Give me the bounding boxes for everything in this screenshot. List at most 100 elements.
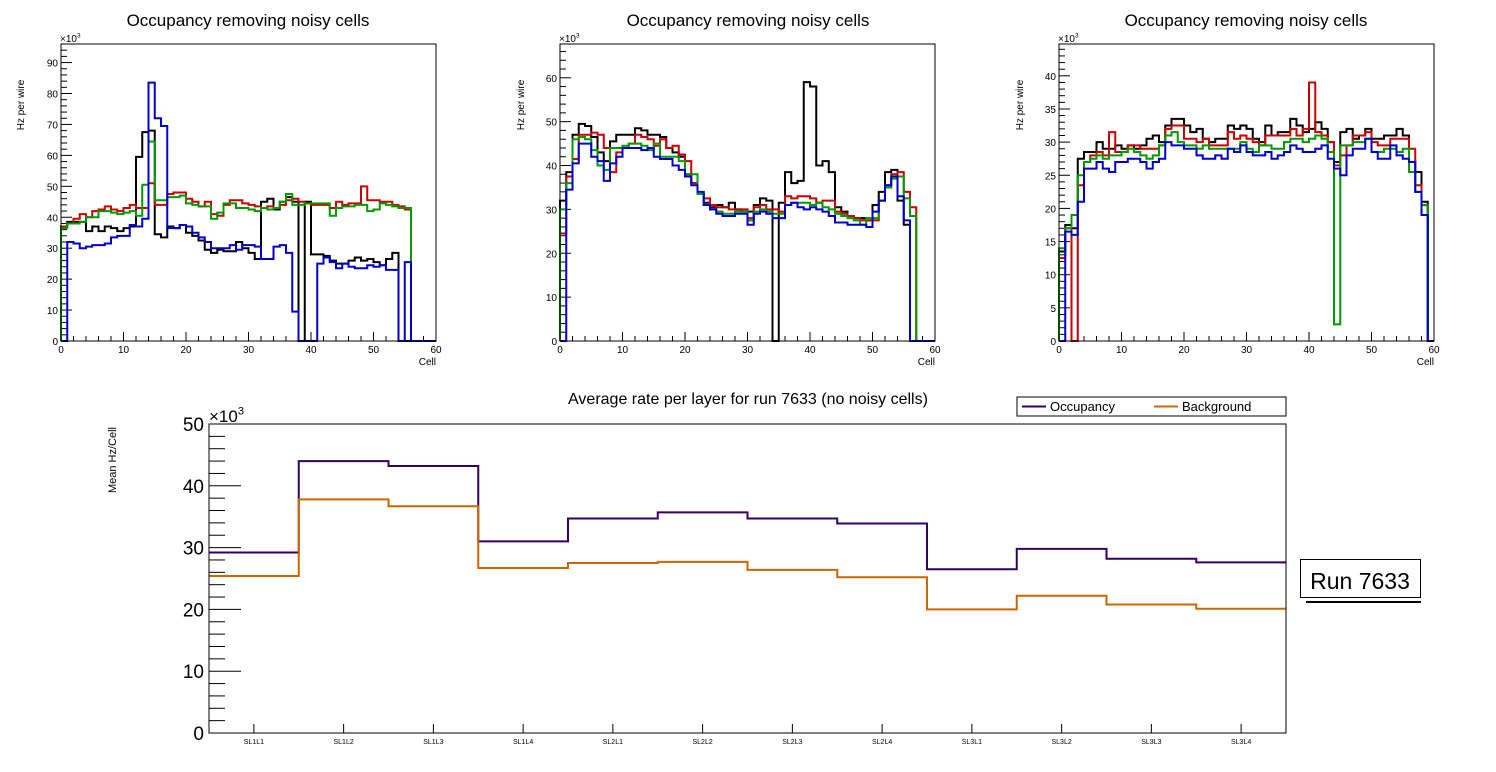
x-tick-label: 40: [305, 345, 317, 356]
x-tick-label: SL2L3: [782, 739, 802, 746]
series-background: [209, 498, 1286, 611]
y-tick-label: 20: [47, 275, 59, 286]
y-tick-label: 10: [183, 662, 204, 683]
y-tick-label: 20: [546, 249, 558, 260]
x-tick-label: 0: [58, 345, 64, 356]
x-axis-label: Cell: [1417, 357, 1434, 368]
x-tick-label: SL1L2: [334, 739, 354, 746]
x-tick-label: SL2L2: [693, 739, 713, 746]
y-tick-label: 60: [546, 74, 558, 85]
series-group: [559, 81, 935, 342]
y-tick-label: 50: [47, 182, 59, 193]
x-tick-label: 10: [118, 345, 130, 356]
plot-frame: [559, 43, 936, 342]
series-red: [1058, 81, 1434, 342]
y-tick-label: 15: [1045, 238, 1057, 249]
axis-ticks: SL1L1 SL1L2 SL1L3 SL1L4 SL2L1 SL2L2 SL2L3 SL2L4…: [183, 415, 1251, 746]
y-tick-label: 70: [47, 120, 59, 131]
y-axis-label: Mean Hz/Cell: [107, 427, 119, 493]
y-tick-label: 30: [47, 244, 59, 255]
series-blue: [61, 81, 436, 342]
plot-frame: [60, 43, 437, 342]
run-label-shadow: [1306, 601, 1421, 603]
y-tick-label: 30: [546, 205, 558, 216]
x-tick-label: 60: [1428, 345, 1440, 356]
y-tick-label: 40: [47, 213, 59, 224]
x-tick-label: SL3L4: [1231, 739, 1251, 746]
y-tick-label: 10: [47, 306, 59, 317]
series-red: [559, 131, 935, 342]
x-tick-label: 0: [1056, 345, 1062, 356]
x-tick-label: 50: [368, 345, 380, 356]
y-tick-label: 40: [1045, 72, 1057, 83]
series-black: [1058, 117, 1434, 342]
run-label-box: [1300, 559, 1421, 598]
y-tick-label: 90: [47, 59, 59, 70]
series-group: [60, 81, 436, 342]
series-group: [1058, 81, 1434, 342]
panel-occupancy-3: Occupancy removing noisy cells ×103 Hz p…: [1015, 11, 1440, 368]
y-axis-label: Hz per wire: [1015, 79, 1026, 130]
x-tick-label: 50: [1366, 345, 1378, 356]
y-multiplier: ×103: [60, 33, 81, 46]
panel-title: Occupancy removing noisy cells: [1125, 11, 1368, 30]
x-tick-label: 40: [804, 345, 816, 356]
x-tick-label: 20: [1178, 345, 1190, 356]
x-tick-label: 40: [1303, 345, 1315, 356]
x-tick-label: 60: [929, 345, 941, 356]
x-tick-label: 30: [1241, 345, 1253, 356]
y-tick-label: 30: [1045, 138, 1057, 149]
legend-label-background: Background: [1182, 399, 1251, 414]
y-tick-label: 50: [546, 118, 558, 129]
y-tick-label: 20: [183, 600, 204, 621]
series-occupancy: [209, 460, 1286, 571]
x-tick-label: SL1L3: [423, 739, 443, 746]
x-tick-label: 20: [180, 345, 192, 356]
x-tick-label: SL1L1: [244, 739, 264, 746]
y-tick-label: 10: [1045, 271, 1057, 282]
panel-occupancy-2: Occupancy removing noisy cells ×103 Hz p…: [516, 11, 941, 368]
y-tick-label: 25: [1045, 171, 1057, 182]
x-tick-label: 20: [679, 345, 691, 356]
plot-frame: [1058, 43, 1435, 342]
x-tick-label: SL2L1: [603, 739, 623, 746]
series-red: [60, 182, 436, 342]
y-tick-label: 40: [183, 477, 204, 498]
run-label-text: Run 7633: [1310, 568, 1410, 594]
y-tick-label: 0: [1050, 337, 1056, 348]
y-axis-label: Hz per wire: [16, 79, 27, 130]
legend: Occupancy Background: [1016, 396, 1287, 417]
y-tick-label: 0: [193, 724, 204, 745]
series-black: [60, 129, 436, 342]
x-tick-label: 30: [742, 345, 754, 356]
x-tick-label: 60: [430, 345, 442, 356]
panel-title: Occupancy removing noisy cells: [127, 11, 370, 30]
y-tick-label: 60: [47, 151, 59, 162]
x-tick-label: SL3L3: [1141, 739, 1161, 746]
panel-average-rate: Average rate per layer for run 7633 (no …: [107, 391, 1421, 746]
y-axis-label: Hz per wire: [516, 79, 527, 130]
axis-ticks: 0 10 20 30 40 50 60 0 5 10 15 20 25 30 35 40: [1045, 48, 1440, 356]
y-tick-label: 5: [1050, 304, 1056, 315]
x-tick-label: 0: [557, 345, 563, 356]
y-tick-label: 40: [546, 162, 558, 173]
axis-ticks: 0 10 20 30 40 50 60 0 10 20 30 40 50 60 70 80 90: [47, 43, 442, 356]
y-tick-label: 0: [551, 337, 557, 348]
panel-title: Occupancy removing noisy cells: [627, 11, 870, 30]
y-tick-label: 10: [546, 293, 558, 304]
x-axis-label: Cell: [419, 357, 436, 368]
y-tick-label: 0: [52, 337, 58, 348]
legend-box: [1016, 396, 1287, 417]
x-tick-label: 30: [243, 345, 255, 356]
y-tick-label: 20: [1045, 204, 1057, 215]
x-tick-label: SL1L4: [513, 739, 533, 746]
x-tick-label: SL3L2: [1052, 739, 1072, 746]
x-axis-label: Cell: [918, 357, 935, 368]
y-tick-label: 30: [183, 539, 204, 560]
y-tick-label: 35: [1045, 105, 1057, 116]
panel-occupancy-1: Occupancy removing noisy cells ×103 Hz p…: [16, 11, 442, 368]
series-green: [60, 140, 436, 342]
y-multiplier: ×103: [1058, 33, 1079, 46]
y-multiplier: ×103: [209, 405, 244, 426]
